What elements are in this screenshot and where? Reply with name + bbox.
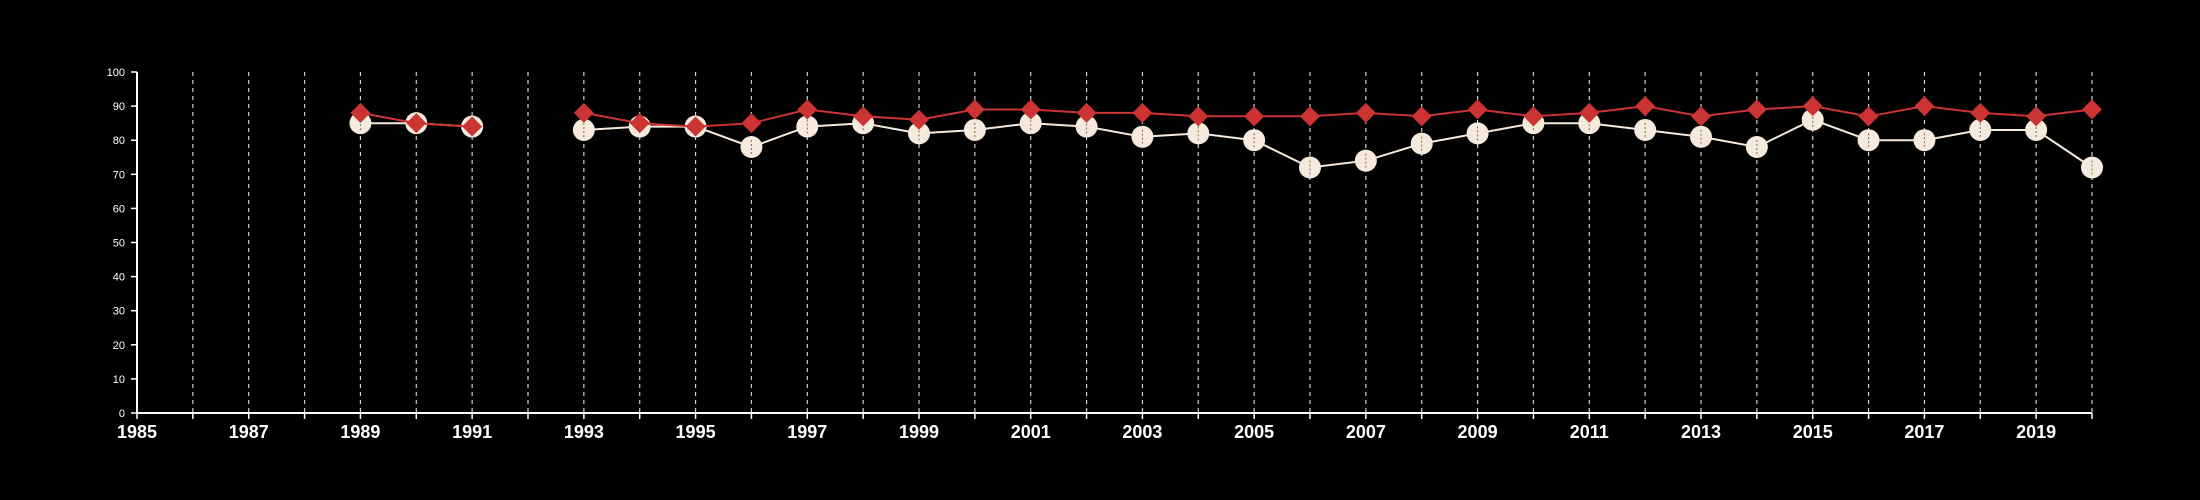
point-circle-2006 [1299,156,1321,179]
x-tick-label-2019: 2019 [2016,422,2056,442]
x-tick-label-2013: 2013 [1681,422,1721,442]
point-diamond-1996 [741,113,762,134]
point-diamond-2002 [1076,102,1097,123]
point-circle-1989 [349,112,372,135]
point-circle-2005 [1243,129,1266,152]
x-tick-label-1987: 1987 [229,422,269,442]
point-diamond-2011 [1579,102,1600,123]
point-circle-2002 [1075,115,1098,138]
point-circle-2015 [1801,108,1824,131]
series-line-diamond-1 [583,105,2093,128]
x-tick-label-1997: 1997 [787,422,827,442]
y-tick-label-70: 70 [113,169,125,181]
y-tick-label-100: 100 [107,67,125,79]
point-circle-1997 [796,115,819,138]
point-diamond-2017 [1914,96,1935,117]
point-circle-2018 [1969,118,1992,141]
point-diamond-1998 [853,106,874,127]
x-tick-label-2011: 2011 [1570,422,1609,442]
point-diamond-2015 [1802,96,1823,117]
x-tick-label-1985: 1985 [117,422,157,442]
x-tick-label-2005: 2005 [1234,422,1274,442]
point-circle-2003 [1131,125,1154,148]
point-circle-2017 [1913,129,1936,152]
point-diamond-2012 [1635,96,1656,117]
x-tick-label-1989: 1989 [340,422,380,442]
point-diamond-1989 [350,102,371,123]
point-circle-2016 [1857,129,1880,152]
point-circle-1999 [908,122,930,145]
y-tick-label-60: 60 [113,203,125,215]
point-diamond-2020 [2082,99,2102,120]
point-circle-2004 [1187,122,1210,145]
point-diamond-1995 [685,116,706,137]
point-diamond-2003 [1132,102,1153,123]
point-diamond-2019 [2026,106,2047,127]
x-tick-label-2007: 2007 [1346,422,1386,442]
point-diamond-2016 [1858,106,1879,127]
x-tick-label-1995: 1995 [676,422,716,442]
y-axis-ticks: 0 10 20 30 40 50 60 70 80 90 100 [107,67,137,420]
point-circle-2012 [1634,118,1657,141]
point-circle-2009 [1466,122,1489,145]
x-tick-label-2003: 2003 [1122,422,1162,442]
point-diamond-2009 [1467,99,1488,120]
series-layer [349,96,2103,179]
point-diamond-1990 [406,113,427,134]
x-tick-label-2009: 2009 [1458,422,1498,442]
point-diamond-1993 [573,102,594,123]
y-tick-label-90: 90 [113,101,125,113]
point-circle-2013 [1690,125,1712,148]
point-circle-1996 [740,136,763,159]
x-tick-label-2017: 2017 [1904,422,1944,442]
point-circle-2019 [2025,118,2048,141]
series-diamond [350,96,2102,137]
y-tick-label-50: 50 [113,238,125,250]
y-tick-label-30: 30 [113,306,125,318]
series-circle [349,108,2103,179]
y-tick-label-20: 20 [113,340,125,352]
x-tick-label-1991: 1991 [452,422,492,442]
point-diamond-1997 [797,99,818,120]
point-diamond-2006 [1300,106,1320,127]
point-diamond-2001 [1020,99,1041,120]
point-diamond-2018 [1970,102,1991,123]
point-diamond-2014 [1746,99,1767,120]
point-diamond-2013 [1691,106,1711,127]
y-tick-label-80: 80 [113,135,125,147]
x-tick-label-2001: 2001 [1011,422,1051,442]
x-tick-label-1993: 1993 [564,422,604,442]
y-tick-label-0: 0 [119,408,125,420]
point-diamond-2010 [1523,106,1544,127]
point-diamond-2007 [1355,102,1376,123]
point-diamond-1999 [909,109,929,130]
y-tick-label-40: 40 [113,272,125,284]
point-circle-2014 [1745,136,1768,159]
point-diamond-2008 [1411,106,1432,127]
point-diamond-2005 [1244,106,1265,127]
point-circle-2020 [2081,156,2103,179]
point-diamond-1991 [462,116,483,137]
y-tick-label-10: 10 [113,374,125,386]
point-circle-2007 [1354,149,1377,172]
x-tick-label-2015: 2015 [1793,422,1833,442]
x-axis-ticks: 1985 1987 1989 1991 1993 1995 1997 1999 2001 2003… [117,413,2093,442]
point-circle-2008 [1410,132,1433,155]
point-diamond-1994 [629,113,650,134]
point-circle-2011 [1578,112,1601,135]
x-tick-label-1999: 1999 [899,422,939,442]
point-circle-2001 [1019,112,1042,135]
point-diamond-2000 [964,99,985,120]
point-circle-2000 [963,118,986,141]
point-diamond-2004 [1188,106,1209,127]
series-line-circle-1 [583,118,2093,169]
point-circle-1993 [572,118,595,141]
